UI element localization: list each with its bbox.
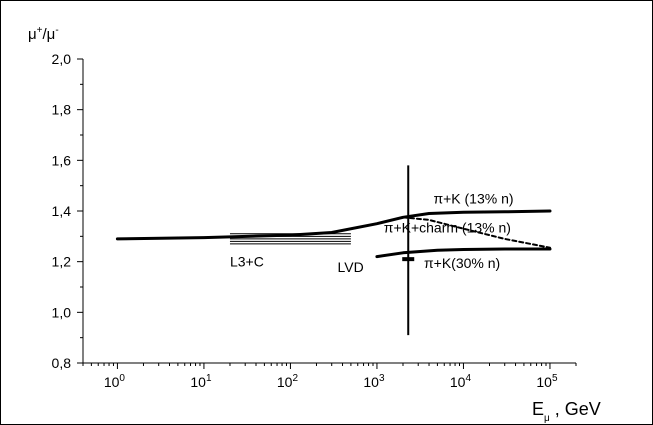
x-tick-base: 10 xyxy=(104,374,120,390)
x-tick-base: 10 xyxy=(190,374,206,390)
series-line-2 xyxy=(402,216,551,249)
l3c-label: L3+C xyxy=(230,254,264,270)
y-tick-label: 1,6 xyxy=(52,152,72,168)
x-tick-base: 10 xyxy=(536,374,552,390)
y-tick-label: 2,0 xyxy=(52,51,72,67)
y-title-sup2: - xyxy=(55,25,58,36)
y-title-sup1: + xyxy=(37,25,43,36)
x-tick-base: 10 xyxy=(363,374,379,390)
x-tick-base: 10 xyxy=(277,374,293,390)
annotation-pik30: π+K(30% n) xyxy=(424,255,500,271)
x-tick-label: 105 xyxy=(536,373,558,390)
x-tick-label: 102 xyxy=(277,373,299,390)
x-title-sub: μ xyxy=(544,413,550,424)
lvd-label: LVD xyxy=(338,259,364,275)
y-tick-label: 1,2 xyxy=(52,254,72,270)
x-tick-label: 104 xyxy=(450,373,472,390)
x-title-unit: , GeV xyxy=(550,399,601,419)
y-tick-label: 0,8 xyxy=(52,355,72,371)
y-title-main: μ xyxy=(28,26,37,43)
x-tick-base: 10 xyxy=(450,374,466,390)
y-tick-label: 1,4 xyxy=(52,203,72,219)
y-tick-label: 1,8 xyxy=(52,102,72,118)
x-tick-exponent: 2 xyxy=(292,373,298,384)
axes xyxy=(77,58,577,369)
annotation-pik13: π+K (13% n) xyxy=(433,190,513,206)
series-line-3 xyxy=(375,247,552,259)
annotation-charm: π+K+charm (13% n) xyxy=(384,220,511,236)
x-tick-exponent: 3 xyxy=(379,373,385,384)
lvd-point xyxy=(402,257,415,262)
x-tick-exponent: 4 xyxy=(465,373,471,384)
x-tick-label: 100 xyxy=(104,373,126,390)
x-tick-label: 101 xyxy=(190,373,212,390)
x-tick-exponent: 5 xyxy=(552,373,558,384)
y-title-sep: /μ xyxy=(43,26,56,43)
x-tick-label: 103 xyxy=(363,373,385,390)
x-tick-exponent: 0 xyxy=(119,373,125,384)
y-axis-title: μ+/μ- xyxy=(28,25,59,43)
x-axis-title: Eμ , GeV xyxy=(532,399,601,424)
y-tick-label: 1,0 xyxy=(52,304,72,320)
x-tick-exponent: 1 xyxy=(206,373,212,384)
marks xyxy=(115,165,552,336)
x-title-main: E xyxy=(532,399,544,419)
